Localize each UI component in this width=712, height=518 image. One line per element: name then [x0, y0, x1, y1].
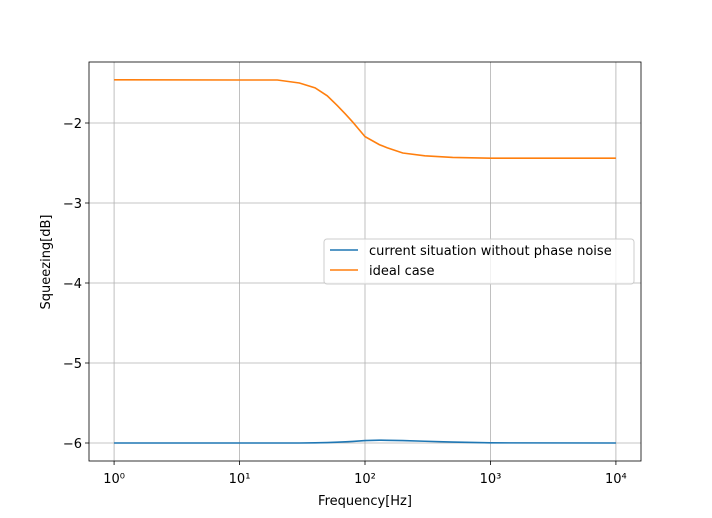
legend-box: [323, 238, 635, 285]
y-tick-label: −5: [63, 357, 82, 372]
y-tick-label: −2: [63, 117, 82, 132]
x-tick-label: 10³: [480, 472, 502, 487]
x-tick-label: 10⁰: [103, 472, 125, 487]
x-axis-label: Frequency[Hz]: [318, 494, 412, 509]
legend-label: ideal case: [369, 264, 434, 279]
data-line: [114, 439, 616, 444]
x-tick-label: 10¹: [229, 472, 251, 487]
y-tick-label: −3: [63, 197, 82, 212]
data-line: [114, 79, 616, 159]
y-tick-label: −4: [63, 277, 82, 292]
legend-label: current situation without phase noise: [369, 244, 612, 259]
y-tick-label: −6: [63, 437, 82, 452]
legend: current situation without phase noise ide…: [323, 238, 635, 285]
x-tick-label: 10²: [354, 472, 376, 487]
y-axis-label: Squeezing[dB]: [39, 215, 54, 310]
plot-frame: [88, 61, 642, 462]
x-tick-label: 10⁴: [605, 472, 627, 487]
